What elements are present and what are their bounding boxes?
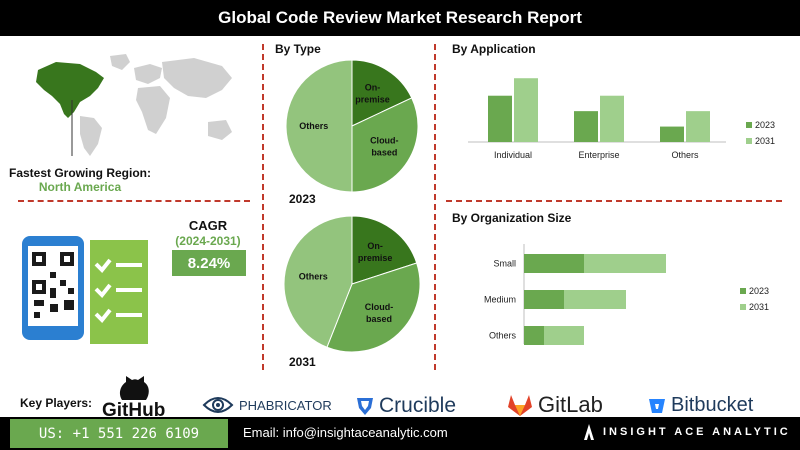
world-map-icon — [36, 54, 232, 156]
github-logo-text: GitHub — [102, 400, 166, 421]
org-bar-medium-2031 — [564, 290, 626, 309]
app-bar-enterprise-2023 — [574, 111, 598, 142]
by-application-title: By Application — [452, 42, 536, 56]
pie-slice-others — [285, 59, 353, 193]
asia-shape — [162, 58, 232, 98]
org-category-label-small: Small — [493, 259, 516, 269]
app-category-label-others: Others — [671, 150, 699, 160]
divider-left-horizontal — [18, 200, 250, 202]
org-legend-label-2031: 2031 — [749, 302, 769, 312]
cagr-value: 8.24% — [187, 254, 231, 272]
app-legend-label-2031: 2031 — [755, 136, 775, 146]
app-legend-swatch-2023 — [746, 122, 752, 128]
github-logo: GitHub — [102, 376, 165, 422]
phabricator-logo-text: PHABRICATOR — [239, 397, 332, 413]
org-bar-small-2031 — [584, 254, 666, 273]
app-bar-individual-2031 — [514, 78, 538, 142]
pie-2023-label: 2023 — [289, 192, 316, 206]
pie-slice-on-premise — [351, 215, 418, 285]
pie-slice-cloud-based — [326, 262, 421, 353]
bitbucket-logo: Bitbucket — [648, 394, 753, 417]
pie-2031-label: 2031 — [289, 355, 316, 369]
app-bar-others-2023 — [660, 126, 684, 142]
phone-text: US: +1 551 226 6109 — [38, 425, 200, 442]
by-org-size-title: By Organization Size — [452, 211, 572, 225]
org-bar-medium-2023 — [524, 290, 564, 309]
pie-slice-on-premise — [351, 59, 413, 127]
app-category-label-individual: Individual — [494, 150, 532, 160]
app-legend-label-2023: 2023 — [755, 120, 775, 130]
report-title-banner: Global Code Review Market Research Repor… — [0, 0, 800, 36]
crucible-logo: Crucible — [356, 394, 456, 418]
north-america-shape — [36, 62, 104, 118]
pie-slice-others — [283, 215, 353, 348]
europe-shape — [134, 64, 162, 84]
bitbucket-logo-text: Bitbucket — [671, 394, 754, 416]
check-marks-icon — [94, 258, 142, 323]
fastest-growing-region: Fastest Growing Region: North America — [0, 166, 160, 194]
brand-logo-icon — [584, 424, 594, 440]
gitlab-logo-text: GitLab — [538, 392, 603, 417]
phone-number: US: +1 551 226 6109 — [10, 419, 228, 448]
pie-chart-2031: On-premise Cloud-based Others — [283, 215, 421, 353]
greenland-shape — [110, 54, 130, 70]
phabricator-logo: PHABRICATOR — [202, 395, 332, 415]
australia-shape — [208, 120, 232, 140]
app-category-label-enterprise: Enterprise — [578, 150, 619, 160]
qr-code-icon — [32, 252, 74, 318]
bucket-icon — [649, 398, 665, 413]
south-america-shape — [80, 116, 102, 156]
app-bar-others-2031 — [686, 111, 710, 142]
email-link[interactable]: Email: info@insightaceanalytic.com — [243, 425, 448, 440]
gitlab-logo: GitLab — [507, 392, 603, 418]
pie-label-on-premise: On-premise — [355, 83, 390, 105]
cagr-value-box: 8.24% — [172, 250, 246, 276]
cagr-period: (2024-2031) — [175, 234, 241, 248]
pie-label-others: Others — [299, 272, 328, 282]
app-legend-swatch-2031 — [746, 138, 752, 144]
key-players-label: Key Players: — [20, 396, 93, 410]
github-octocat-icon — [119, 376, 149, 400]
pie-label-others: Others — [299, 121, 328, 131]
org-category-label-others: Others — [489, 331, 517, 341]
app-bar-enterprise-2031 — [600, 95, 624, 142]
pie-slice-cloud-based — [351, 97, 419, 193]
app-bar-individual-2023 — [488, 95, 512, 142]
eye-icon — [202, 397, 234, 413]
by-type-title: By Type — [275, 42, 321, 56]
crucible-shield-icon — [357, 398, 373, 415]
report-title: Global Code Review Market Research Repor… — [218, 8, 582, 27]
pie-label-cloud-based: Cloud-based — [370, 136, 399, 158]
fox-icon — [508, 395, 532, 416]
pie-chart-2023: On-premise Cloud-based Others — [285, 59, 419, 193]
divider-right — [434, 44, 436, 370]
brand-text: INSIGHT ACE ANALYTIC — [603, 426, 791, 438]
application-bar-chart: Individual Enterprise Others 2023 2031 — [468, 78, 775, 160]
org-legend-swatch-2031 — [740, 304, 746, 310]
pie-label-cloud-based: Cloud-based — [365, 302, 394, 324]
divider-right-horizontal — [446, 200, 782, 202]
divider-left — [262, 44, 264, 370]
org-legend-label-2023: 2023 — [749, 286, 769, 296]
region-label: Fastest Growing Region: — [8, 166, 151, 180]
africa-shape — [136, 86, 170, 134]
brand-name: INSIGHT ACE ANALYTIC — [583, 423, 791, 441]
crucible-logo-text: Crucible — [379, 394, 457, 417]
org-category-label-medium: Medium — [484, 295, 516, 305]
region-value: North America — [38, 180, 122, 194]
org-bar-others-2031 — [544, 326, 584, 345]
pie-label-on-premise: On-premise — [358, 241, 393, 263]
cagr-title: CAGR — [188, 218, 228, 233]
org-bar-small-2023 — [524, 254, 584, 273]
org-legend-swatch-2023 — [740, 288, 746, 294]
mobile-checklist-illustration — [22, 236, 148, 344]
org-size-bar-chart: Small Medium Others 2023 2031 — [484, 244, 769, 345]
org-bar-others-2023 — [524, 326, 544, 345]
